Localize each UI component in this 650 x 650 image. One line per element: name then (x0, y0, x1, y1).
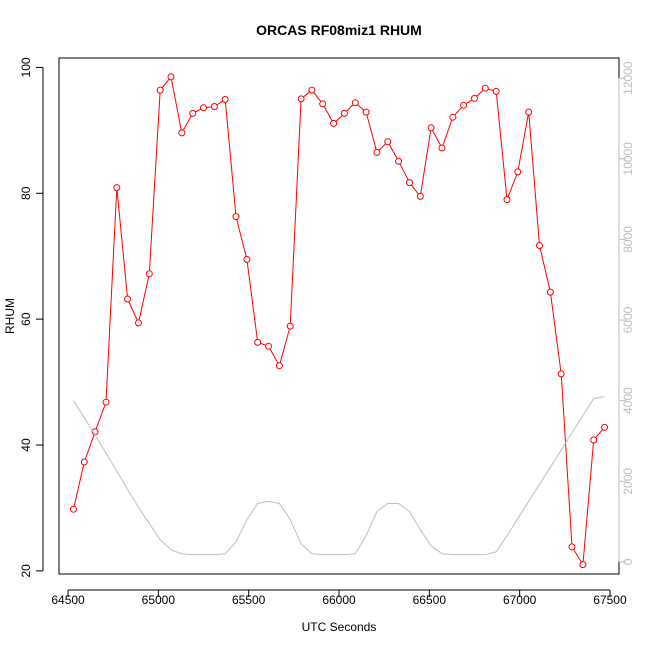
rhum-point (340, 109, 348, 117)
rhum-point (124, 295, 132, 303)
rhum-point (145, 270, 153, 278)
rhum-point (243, 255, 251, 263)
rhum-point (373, 148, 381, 156)
rhum-point (503, 196, 511, 204)
y2-tick-label: 6000 (621, 306, 635, 333)
y2-tick-label: 2000 (621, 468, 635, 495)
y-axis-right: 0 2000 4000 6000 8000 10000 12000 (618, 61, 635, 565)
y2-tick-label: 10000 (621, 142, 635, 176)
y-axis-left: 20 40 60 80 100 (19, 57, 44, 578)
rhum-point (102, 398, 110, 406)
rhum-point (416, 192, 424, 200)
rhum-point (449, 113, 457, 121)
x-axis-label: UTC Seconds (302, 620, 377, 634)
rhum-point (557, 370, 565, 378)
rhum-point (536, 242, 543, 249)
rhum-point (167, 73, 175, 81)
rhum-point (308, 86, 316, 94)
plot-box (58, 57, 620, 575)
y-tick-label: 40 (19, 438, 33, 452)
rhum-point (330, 119, 338, 127)
rhum-point (135, 319, 142, 327)
x-axis: 64500 65000 65500 66000 66500 67000 67500 (51, 589, 627, 607)
y2-tick-label: 4000 (621, 387, 635, 414)
rhum-point (80, 458, 88, 466)
rhum-point (460, 101, 468, 109)
x-tick-label: 66000 (322, 593, 356, 607)
rhum-point (471, 94, 478, 102)
y-tick-label: 80 (19, 186, 33, 200)
x-tick-label: 67500 (593, 593, 627, 607)
rhum-point (492, 87, 500, 95)
rhum-point (384, 138, 392, 146)
rhum-point (395, 157, 403, 165)
rhum-point (265, 342, 272, 350)
rhum-line (73, 75, 605, 567)
rhum-point (200, 104, 207, 112)
rhum-point (351, 99, 359, 107)
rhum-point (178, 129, 186, 137)
rhum-point (406, 179, 413, 187)
rhum-point (297, 95, 305, 103)
rhum-point (232, 213, 240, 221)
x-tick-label: 66500 (413, 593, 447, 607)
y2-tick-label: 0 (621, 558, 635, 565)
rhum-point (481, 84, 489, 92)
rhum-point (590, 436, 598, 444)
rhum-point (70, 505, 77, 513)
rhum-point (438, 144, 446, 152)
rhum-point (221, 96, 229, 103)
rhum-point (525, 108, 533, 116)
x-tick-label: 64500 (51, 593, 85, 607)
rhum-point (546, 288, 554, 296)
rhum-point (568, 543, 576, 551)
rhum-point (514, 168, 522, 176)
y-axis-label: RHUM (3, 298, 17, 334)
rhum-point (254, 338, 262, 346)
altitude-line (73, 396, 605, 556)
rhum-point (319, 100, 327, 108)
plot-frame (58, 57, 620, 575)
rhum-point (210, 103, 218, 110)
y2-tick-label: 12000 (621, 61, 635, 95)
rhum-point (275, 362, 283, 370)
y2-tick-label: 8000 (621, 226, 635, 253)
rhum-point (189, 109, 197, 117)
rhum-point (362, 108, 370, 116)
rhum-point (427, 124, 435, 132)
x-tick-label: 65000 (142, 593, 176, 607)
rhum-point (156, 86, 164, 94)
chart-title: ORCAS RF08miz1 RHUM (256, 22, 422, 38)
series-layer (70, 73, 608, 569)
y-tick-label: 60 (19, 312, 33, 326)
rhum-point (113, 184, 121, 192)
rhum-point (286, 322, 294, 330)
y-tick-label: 100 (19, 57, 33, 77)
x-tick-label: 65500 (232, 593, 266, 607)
rhum-point (601, 423, 608, 431)
rhum-point (579, 561, 587, 569)
x-tick-label: 67000 (503, 593, 537, 607)
y-tick-label: 20 (19, 564, 33, 578)
